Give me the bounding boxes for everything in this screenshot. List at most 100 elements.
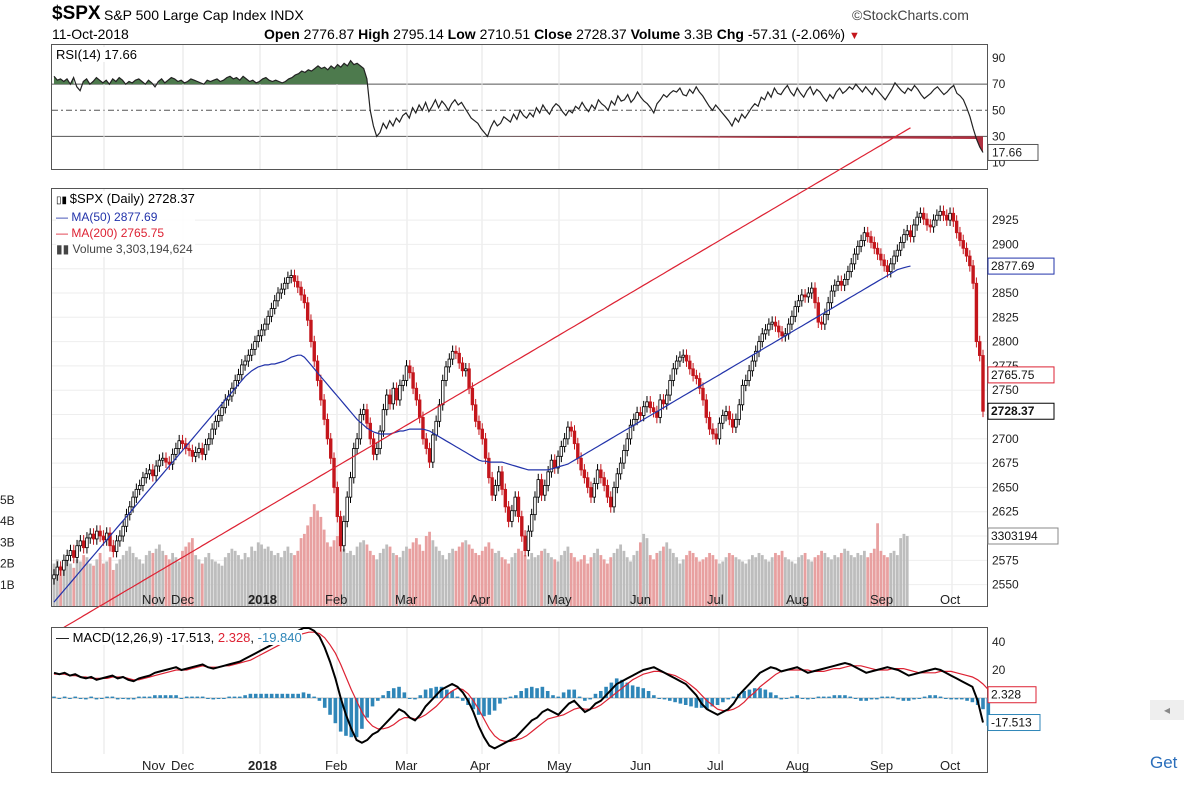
rsi-panel: 90 70 50 30 10 17.66 RSI(14) 17.66 xyxy=(51,44,1039,170)
price-candle xyxy=(256,335,260,343)
volume-bar xyxy=(526,559,530,606)
volume-bar xyxy=(655,552,659,606)
price-candle xyxy=(526,530,531,551)
volume-bar xyxy=(105,561,109,606)
price-candle xyxy=(220,407,224,416)
volume-bar xyxy=(839,552,843,606)
price-candle xyxy=(974,282,979,343)
macd-panel: 40 20 2.328 -17.513 Nov Dec 2018 Feb Mar Apr May Ju… xyxy=(51,627,1041,773)
price-month-label: Mar xyxy=(395,592,418,607)
get-link[interactable]: Get xyxy=(1150,753,1178,772)
price-candle xyxy=(592,483,596,498)
volume-bar xyxy=(339,542,343,606)
ma200-current-box xyxy=(987,366,1055,384)
price-candle xyxy=(694,375,699,379)
price-candle xyxy=(793,306,797,317)
price-candle xyxy=(757,341,761,352)
price-candle xyxy=(319,380,323,401)
ma50-line xyxy=(53,265,911,603)
macd-histogram-bar xyxy=(864,698,869,701)
price-candle xyxy=(905,230,909,236)
volume-bar xyxy=(823,552,827,606)
volume-bar xyxy=(181,550,184,606)
macd-current-label: -17.513 xyxy=(991,716,1032,730)
price-candle xyxy=(721,415,725,424)
price-candle xyxy=(625,438,629,451)
macd-histogram-bar xyxy=(625,682,630,698)
price-candle xyxy=(503,488,508,508)
price-candle xyxy=(358,414,363,440)
price-candle xyxy=(480,428,484,440)
volume-bar xyxy=(589,557,593,606)
volume-bar xyxy=(266,546,270,606)
macd-histogram-bar xyxy=(243,695,247,698)
macd-histogram-bar xyxy=(827,696,831,698)
volume-bar xyxy=(391,552,395,606)
price-candle xyxy=(424,438,428,449)
volume-bar xyxy=(724,557,728,606)
volume-bar xyxy=(233,550,237,606)
volume-bar xyxy=(52,563,56,606)
volume-bar xyxy=(128,546,132,606)
stockcharts-brand[interactable]: ©StockCharts.com xyxy=(852,7,969,23)
macd-histogram-bar xyxy=(981,698,985,710)
volume-bar xyxy=(111,569,115,606)
price-candle xyxy=(467,368,471,389)
price-candle xyxy=(595,469,600,484)
volume-bar xyxy=(358,542,362,606)
rsi-overbought-fill xyxy=(83,77,152,85)
macd-histogram-bar xyxy=(301,692,306,698)
volume-bar xyxy=(72,567,76,606)
price-candle xyxy=(734,418,738,428)
price-candle xyxy=(908,230,913,238)
volume-bar xyxy=(59,565,62,606)
volume-bar xyxy=(276,552,280,606)
macd-histogram-bar xyxy=(89,696,93,698)
price-candle xyxy=(141,477,145,486)
volume-bar xyxy=(372,555,375,606)
volume-bar xyxy=(451,548,455,606)
macd-chart: 40 20 2.328 -17.513 Nov Dec 2018 Feb Mar Apr May Ju… xyxy=(52,627,1041,773)
macd-histogram-bar xyxy=(232,696,237,698)
volume-bar xyxy=(833,555,837,606)
volume-bar xyxy=(820,550,823,606)
price-candle xyxy=(875,247,880,255)
macd-histogram-bar xyxy=(259,693,263,698)
price-candle xyxy=(154,465,158,477)
volume-bar xyxy=(454,550,458,606)
price-candle xyxy=(836,280,840,286)
volume-bar xyxy=(668,548,672,606)
volume-bar xyxy=(520,550,524,606)
scroll-left-button[interactable]: ◂ xyxy=(1150,700,1184,720)
price-candle xyxy=(118,535,122,542)
macd-histogram-bar xyxy=(816,696,821,698)
volume-bar xyxy=(889,552,893,606)
volume-bar xyxy=(237,555,240,606)
price-chart: 5B4B3B2B1B255025752600262526502675270027… xyxy=(0,127,1059,634)
price-candle xyxy=(816,302,820,323)
price-candle xyxy=(95,530,99,540)
volume-bar xyxy=(810,561,814,606)
macd-histogram-bar xyxy=(694,698,699,708)
price-candle xyxy=(823,313,827,325)
price-candle xyxy=(572,430,577,445)
macd-histogram-bar xyxy=(747,689,752,698)
price-candle xyxy=(846,271,850,280)
volume-bar xyxy=(596,548,599,606)
macd-histogram-bar xyxy=(142,696,147,698)
price-candle xyxy=(273,300,277,309)
price-candle xyxy=(968,255,972,267)
macd-histogram-bar xyxy=(529,686,534,698)
price-candle xyxy=(497,471,501,486)
volume-bar xyxy=(365,544,369,606)
volume-bar xyxy=(319,516,323,606)
price-candle xyxy=(701,387,705,401)
macd-month-label: Dec xyxy=(171,758,195,773)
price-candle xyxy=(865,232,870,238)
price-candle xyxy=(289,275,293,278)
price-month-label: Jun xyxy=(630,592,651,607)
macd-histogram-bar xyxy=(211,698,216,700)
price-candle xyxy=(240,364,244,376)
price-candle xyxy=(609,496,613,508)
